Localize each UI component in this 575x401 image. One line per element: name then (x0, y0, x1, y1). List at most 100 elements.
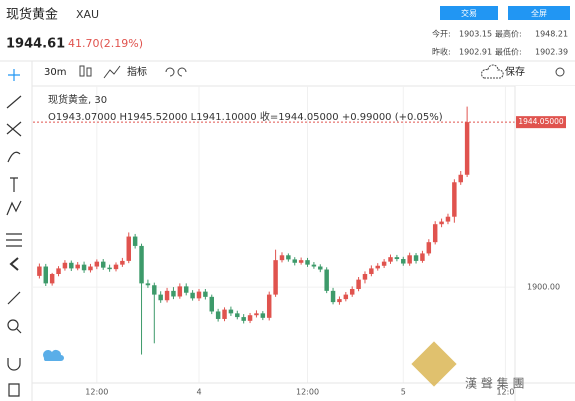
toolbar-icons (79, 64, 565, 79)
last-price-label: 1944.05000 (518, 117, 564, 126)
candle-body (356, 279, 361, 289)
x-tick-label: 12:00 (85, 388, 108, 397)
candle-body (375, 265, 380, 269)
candle-body (183, 286, 189, 293)
candle-body (49, 274, 55, 284)
candle-body (388, 257, 393, 262)
candle-body (305, 260, 310, 265)
candle-body (298, 260, 304, 263)
x-tick-label: 5 (401, 388, 406, 397)
fullscreen-button-label: 全屏 (531, 8, 547, 18)
candle-body (37, 266, 42, 276)
candle-body (273, 260, 278, 295)
indicators-button[interactable]: 指标 (127, 65, 147, 78)
candle-body (343, 294, 349, 300)
candle-body (132, 236, 138, 246)
candle-body (349, 288, 355, 295)
candle-body (330, 290, 336, 303)
candle-body (43, 266, 49, 284)
candle-body (235, 313, 240, 318)
candle-body (445, 216, 451, 222)
candle-body (88, 266, 93, 271)
candle-body (215, 311, 221, 319)
stat-value: 1903.15 (459, 30, 492, 39)
legend-title: 现货黄金, 30 (48, 93, 107, 106)
candle-body (56, 268, 61, 275)
candle-body (426, 242, 432, 254)
candle-body (401, 259, 406, 264)
candle-body (254, 313, 259, 316)
candle-body (439, 221, 444, 225)
candle-body (241, 317, 246, 321)
drawing-tools[interactable] (6, 69, 22, 397)
candle-body (247, 315, 253, 321)
candle-body (139, 245, 144, 284)
candle-body (209, 296, 214, 312)
candle-body (452, 182, 457, 217)
candle-body (126, 236, 131, 261)
candle-body (292, 259, 297, 263)
candle-body (75, 264, 80, 269)
candle-body (177, 286, 183, 297)
candle-body (81, 264, 87, 271)
candle-body (222, 309, 227, 319)
candle-body (464, 122, 470, 175)
candle-body (266, 294, 272, 318)
stat-value: 1902.39 (535, 48, 568, 57)
change: 41.70(2.19%) (68, 37, 143, 50)
candle-body (337, 299, 342, 303)
candle-body (279, 255, 285, 261)
candle-body (362, 274, 368, 280)
candle-body (158, 294, 163, 301)
stat-label: 昨收: (432, 47, 451, 57)
price: 1944.61 (6, 37, 65, 52)
stat-label: 今开: (432, 29, 451, 39)
instrument-name: 现货黄金 (6, 7, 58, 23)
x-tick-label: 4 (196, 388, 201, 397)
x-tick-label: 12:00 (296, 388, 319, 397)
candle-body (318, 266, 323, 270)
candle-body (113, 264, 119, 270)
stat-label: 最低价: (495, 47, 522, 57)
price-axis (515, 86, 575, 383)
candle-body (394, 257, 400, 260)
save-button[interactable]: 保存 (505, 65, 525, 78)
watermark: 漢 聲 集 團 (465, 376, 524, 391)
stat-label: 最高价: (495, 29, 522, 39)
trade-button[interactable] (440, 6, 498, 20)
candle-body (62, 262, 68, 269)
candle-body (145, 283, 151, 286)
y-tick-label: 1900.00 (527, 283, 560, 292)
candle-body (228, 309, 234, 314)
candle-body (286, 255, 291, 260)
last-price-badge (516, 116, 566, 129)
candle-body (420, 253, 425, 261)
candle-body (381, 261, 387, 266)
candle-body (171, 290, 176, 297)
legend-ohlc: O1943.07000 H1945.52000 L1941.10000 收=19… (48, 110, 443, 123)
candle-body (413, 255, 419, 261)
candle-body (164, 290, 170, 301)
candle-body (69, 262, 74, 269)
symbol: XAU (76, 8, 99, 21)
fullscreen-button[interactable] (508, 6, 570, 20)
candle-body (260, 313, 266, 318)
candle-body (369, 268, 374, 275)
candle-body (432, 224, 438, 243)
candle-body (407, 255, 412, 264)
candle-body (196, 291, 202, 299)
candle-body (120, 260, 125, 265)
candle-body (324, 269, 329, 291)
trade-button-label: 交易 (461, 8, 477, 18)
cloud-icon (43, 350, 64, 361)
stat-value: 1948.21 (535, 30, 568, 39)
candle-body (458, 174, 463, 183)
x-tick-label: 12:0 (496, 388, 514, 397)
candle-body (152, 285, 157, 295)
interval-button[interactable]: 30m (44, 67, 66, 78)
candle-body (311, 264, 317, 267)
candle-body (100, 261, 106, 268)
